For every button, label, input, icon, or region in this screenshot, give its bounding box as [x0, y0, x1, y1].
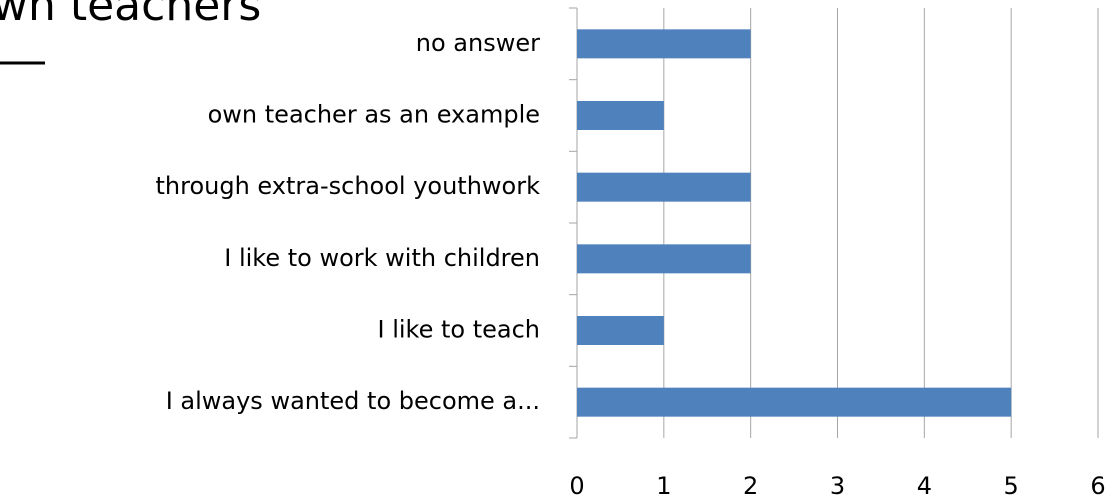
x-tick-label: 5: [1004, 472, 1019, 497]
x-tick-label: 1: [656, 472, 671, 497]
bar: [577, 316, 664, 345]
y-tick-label: I always wanted to become a...: [166, 387, 540, 415]
bar: [577, 172, 751, 202]
chart-title: wn teachers: [0, 0, 261, 31]
y-tick-label: I like to teach: [378, 316, 541, 344]
bar: [577, 29, 751, 59]
y-tick-label: I like to work with children: [224, 244, 540, 272]
bar: [577, 101, 664, 130]
x-tick-label: 3: [830, 472, 845, 497]
y-tick-label: own teacher as an example: [208, 101, 540, 129]
y-tick-label: no answer: [416, 29, 540, 57]
x-tick-label: 0: [569, 472, 584, 497]
bar: [577, 387, 1012, 417]
x-tick-label: 2: [743, 472, 758, 497]
x-tick-label: 6: [1090, 472, 1105, 497]
x-tick-label: 4: [917, 472, 932, 497]
bar: [577, 244, 751, 274]
y-tick-label: through extra-school youthwork: [156, 172, 541, 200]
